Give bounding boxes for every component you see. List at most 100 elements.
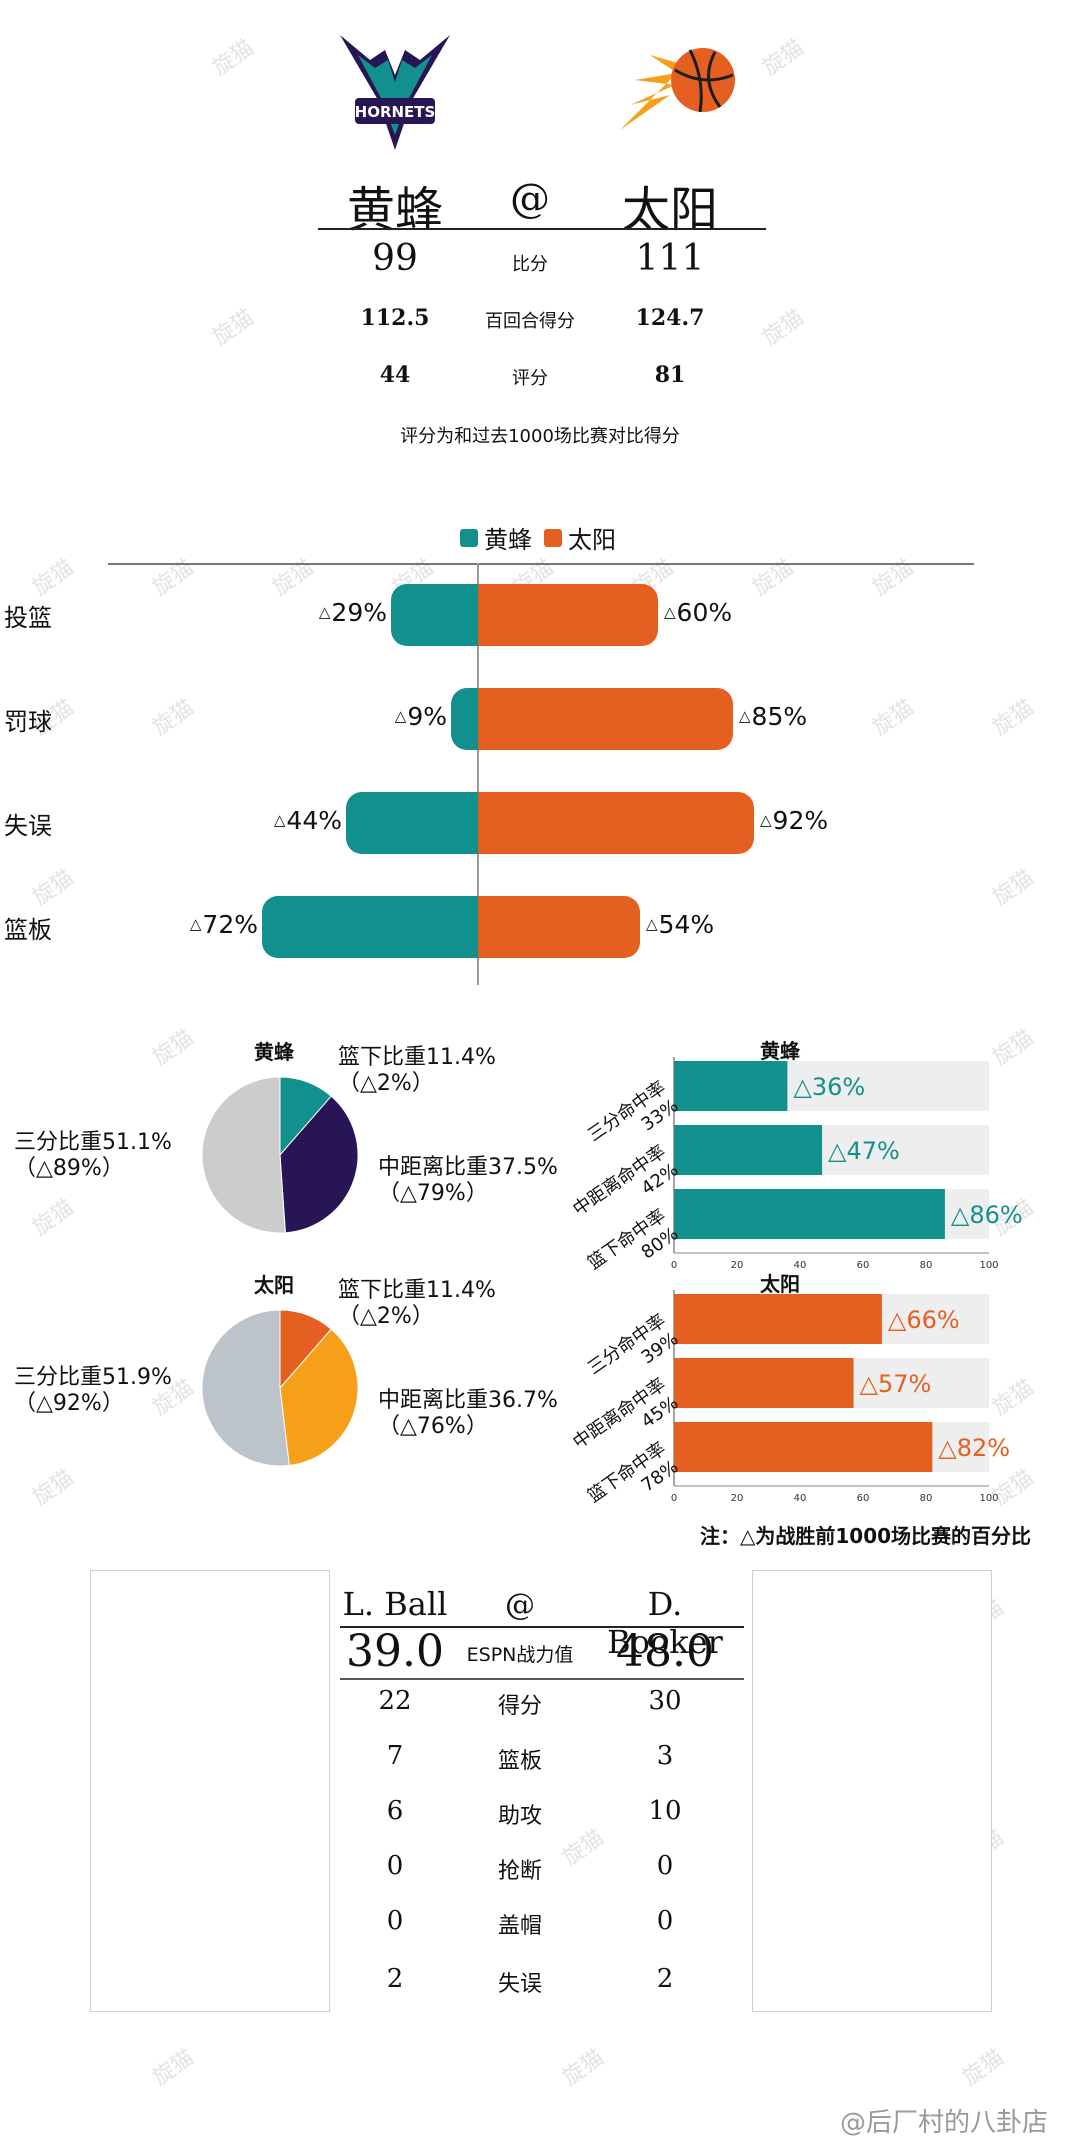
watermark: 旋猫	[208, 305, 259, 351]
watermark: 旋猫	[988, 695, 1039, 741]
triangle-mark: △	[739, 707, 751, 725]
bar-suns	[478, 584, 658, 646]
player-photo-right	[752, 1570, 992, 2012]
bar-suns	[478, 688, 733, 750]
diverging-category-label: 篮板	[4, 916, 52, 944]
bar-hornets-label: △72%	[190, 910, 258, 939]
watermark: 旋猫	[268, 555, 319, 601]
shooting-bar	[674, 1294, 882, 1344]
player-home-stat: 2	[386, 1964, 404, 1994]
header-divider	[318, 228, 766, 230]
player-photo-left	[90, 1570, 330, 2012]
shooting-bar	[674, 1125, 823, 1175]
player-home-stat: 6	[386, 1796, 404, 1826]
player-away-stat: 0	[656, 1851, 674, 1881]
header-away-value: 124.7	[635, 305, 705, 331]
triangle-mark: △	[394, 707, 407, 725]
diverging-top-axis	[108, 563, 974, 565]
rating-note: 评分为和过去1000场比赛对比得分	[400, 426, 680, 447]
triangle-mark: △	[318, 603, 331, 621]
shooting-bar-label: △47%	[828, 1137, 900, 1165]
triangle-mark: △	[273, 811, 286, 829]
diverging-center-axis	[477, 563, 479, 985]
shooting-bar	[674, 1422, 933, 1472]
triangle-mark: △	[646, 915, 658, 933]
player-away-name: D. Booker	[607, 1585, 723, 1661]
legend-swatch-hornets	[460, 528, 478, 547]
x-tick-label: 80	[920, 1493, 933, 1503]
suns-logo	[615, 35, 745, 145]
x-tick-label: 60	[857, 1260, 870, 1270]
triangle-mark: △	[664, 603, 676, 621]
player-stat-label: 助攻	[497, 1804, 542, 1829]
watermark: 旋猫	[868, 555, 919, 601]
player-stat-label: 盖帽	[497, 1914, 542, 1939]
pie2-label-mid-sub: （△76%）	[378, 1414, 488, 1439]
pie2-label-mid-text: 中距离比重36.7%	[378, 1388, 558, 1413]
bar-suns	[478, 792, 754, 854]
shooting-bar-label: △66%	[888, 1306, 960, 1334]
pie-slice	[279, 1095, 359, 1234]
diverging-legend: 黄蜂 太阳	[460, 520, 616, 555]
pie-slice	[201, 1076, 286, 1234]
pie2-label-mid: 中距离比重36.7% （△76%）	[378, 1388, 558, 1440]
pie2-label-three: 三分比重51.9% （△92%）	[14, 1365, 172, 1417]
player-stat-label: 得分	[497, 1694, 542, 1719]
legend-label-hornets: 黄蜂	[484, 526, 532, 554]
x-tick-label: 40	[794, 1260, 807, 1270]
pie2-label-paint-sub: （△2%）	[338, 1304, 434, 1329]
pie-hornets-title: 黄蜂	[254, 1040, 294, 1064]
bar-suns-label: △60%	[664, 598, 732, 627]
pie1-label-mid-sub: （△79%）	[378, 1181, 488, 1206]
bar-hornets-value: 29%	[331, 598, 387, 627]
diverging-category-label: 失误	[4, 812, 52, 840]
bar-hornets	[451, 688, 478, 750]
pie1-label-three-sub: （△89%）	[14, 1156, 124, 1181]
player-away-stat: 3	[656, 1741, 674, 1771]
x-tick-label: 20	[731, 1260, 744, 1270]
header-home-value: 44	[379, 362, 411, 388]
x-tick-label: 0	[671, 1260, 677, 1270]
pie2-label-three-sub: （△92%）	[14, 1391, 124, 1416]
pie-slice	[201, 1309, 290, 1467]
shooting-bar-label: △82%	[938, 1434, 1010, 1462]
watermark: 旋猫	[868, 695, 919, 741]
x-tick-label: 60	[857, 1493, 870, 1503]
pie2-label-paint-text: 篮下比重11.4%	[338, 1278, 496, 1303]
player-home-name: L. Ball	[342, 1585, 448, 1623]
header-home-value: 112.5	[360, 305, 430, 331]
footnote: 注：△为战胜前1000场比赛的百分比	[700, 1524, 1032, 1548]
credit: @后厂村的八卦店	[840, 2108, 1049, 2138]
player-divider-top	[340, 1626, 744, 1628]
espn-away: 48.0	[616, 1626, 714, 1677]
bar-hornets-label: △44%	[274, 806, 342, 835]
watermark: 旋猫	[208, 35, 259, 81]
header-away-value: 81	[654, 362, 686, 388]
player-home-stat: 0	[386, 1906, 404, 1936]
player-away-stat: 30	[648, 1686, 682, 1716]
pie2-label-three-text: 三分比重51.9%	[14, 1365, 172, 1390]
watermark: 旋猫	[988, 865, 1039, 911]
diverging-category-label: 罚球	[4, 708, 52, 736]
pie-slice	[279, 1328, 359, 1467]
shooting-bar-label: △57%	[860, 1370, 932, 1398]
espn-home: 39.0	[346, 1626, 444, 1677]
player-stat-label: 篮板	[497, 1749, 542, 1774]
player-home-stat: 22	[378, 1686, 412, 1716]
legend-label-suns: 太阳	[568, 526, 616, 554]
watermark: 旋猫	[148, 695, 199, 741]
bar-suns-value: 85%	[751, 702, 808, 731]
espn-label: ESPN战力值	[466, 1644, 574, 1666]
bar-suns-label: △85%	[739, 702, 807, 731]
pie1-label-mid: 中距离比重37.5% （△79%）	[378, 1155, 558, 1207]
pie1-label-paint-text: 篮下比重11.4%	[338, 1045, 496, 1070]
bar-suns-label: △54%	[646, 910, 714, 939]
pie1-label-three: 三分比重51.1% （△89%）	[14, 1130, 172, 1182]
player-home-stat: 7	[386, 1741, 404, 1771]
watermark: 旋猫	[148, 555, 199, 601]
pie2-label-paint: 篮下比重11.4% （△2%）	[338, 1278, 496, 1330]
watermark: 旋猫	[748, 555, 799, 601]
bar-suns	[478, 896, 640, 958]
